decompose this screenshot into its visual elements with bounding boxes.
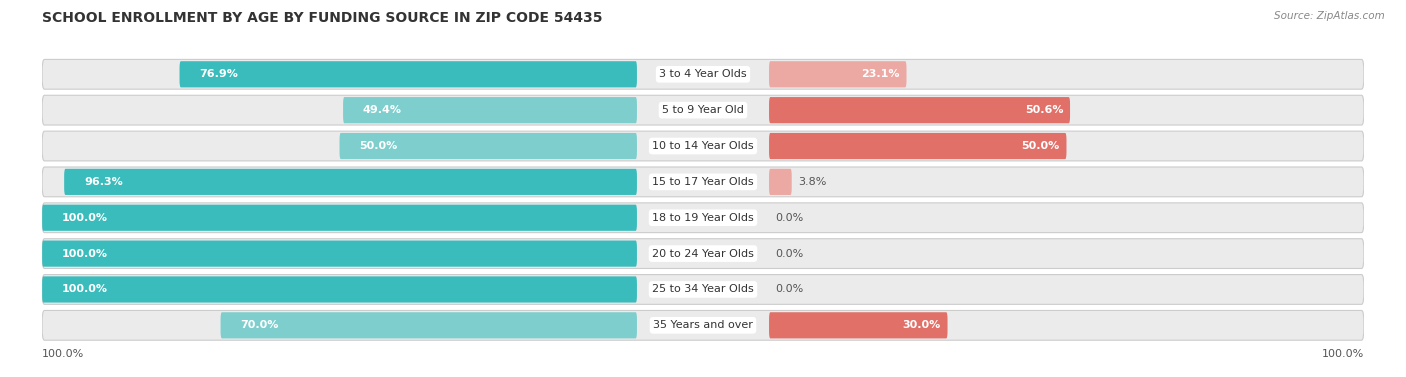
Text: 50.0%: 50.0%	[360, 141, 398, 151]
FancyBboxPatch shape	[221, 312, 637, 339]
FancyBboxPatch shape	[42, 239, 1364, 268]
FancyBboxPatch shape	[769, 133, 1067, 159]
Text: 3 to 4 Year Olds: 3 to 4 Year Olds	[659, 69, 747, 79]
FancyBboxPatch shape	[42, 167, 1364, 197]
FancyBboxPatch shape	[42, 310, 1364, 340]
FancyBboxPatch shape	[769, 61, 907, 87]
FancyBboxPatch shape	[180, 61, 637, 87]
FancyBboxPatch shape	[343, 97, 637, 123]
FancyBboxPatch shape	[42, 203, 1364, 233]
FancyBboxPatch shape	[42, 274, 1364, 304]
Text: 0.0%: 0.0%	[776, 248, 804, 259]
FancyBboxPatch shape	[42, 276, 637, 303]
Text: 5 to 9 Year Old: 5 to 9 Year Old	[662, 105, 744, 115]
Text: 76.9%: 76.9%	[200, 69, 238, 79]
FancyBboxPatch shape	[339, 133, 637, 159]
Text: 100.0%: 100.0%	[62, 213, 108, 223]
Text: 100.0%: 100.0%	[1322, 349, 1364, 359]
FancyBboxPatch shape	[65, 169, 637, 195]
Text: 15 to 17 Year Olds: 15 to 17 Year Olds	[652, 177, 754, 187]
Text: 70.0%: 70.0%	[240, 320, 278, 330]
Text: 50.6%: 50.6%	[1025, 105, 1063, 115]
Text: 49.4%: 49.4%	[363, 105, 402, 115]
Text: 0.0%: 0.0%	[776, 285, 804, 294]
Text: 3.8%: 3.8%	[799, 177, 827, 187]
Text: 0.0%: 0.0%	[776, 213, 804, 223]
FancyBboxPatch shape	[42, 60, 1364, 89]
Text: 18 to 19 Year Olds: 18 to 19 Year Olds	[652, 213, 754, 223]
Text: 30.0%: 30.0%	[903, 320, 941, 330]
FancyBboxPatch shape	[42, 95, 1364, 125]
Text: 20 to 24 Year Olds: 20 to 24 Year Olds	[652, 248, 754, 259]
Text: 50.0%: 50.0%	[1022, 141, 1060, 151]
Text: 10 to 14 Year Olds: 10 to 14 Year Olds	[652, 141, 754, 151]
Text: 23.1%: 23.1%	[862, 69, 900, 79]
Text: 100.0%: 100.0%	[62, 248, 108, 259]
FancyBboxPatch shape	[42, 241, 637, 267]
Text: 100.0%: 100.0%	[62, 285, 108, 294]
FancyBboxPatch shape	[42, 131, 1364, 161]
Text: 96.3%: 96.3%	[84, 177, 122, 187]
Text: 100.0%: 100.0%	[42, 349, 84, 359]
FancyBboxPatch shape	[42, 205, 637, 231]
Text: SCHOOL ENROLLMENT BY AGE BY FUNDING SOURCE IN ZIP CODE 54435: SCHOOL ENROLLMENT BY AGE BY FUNDING SOUR…	[42, 11, 603, 25]
Text: Source: ZipAtlas.com: Source: ZipAtlas.com	[1274, 11, 1385, 21]
FancyBboxPatch shape	[769, 169, 792, 195]
FancyBboxPatch shape	[769, 97, 1070, 123]
FancyBboxPatch shape	[769, 312, 948, 339]
Text: 25 to 34 Year Olds: 25 to 34 Year Olds	[652, 285, 754, 294]
Text: 35 Years and over: 35 Years and over	[652, 320, 754, 330]
